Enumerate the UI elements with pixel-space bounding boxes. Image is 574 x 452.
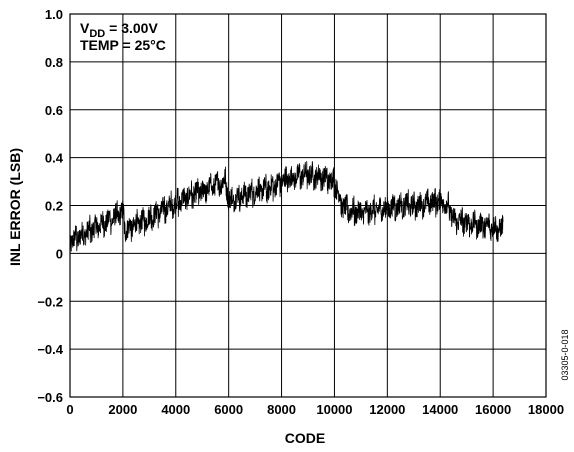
x-tick-label: 18000: [528, 402, 564, 417]
figure-id: 03305-0-018: [560, 329, 570, 380]
y-tick-label: 0.2: [45, 199, 63, 214]
x-tick-label: 0: [66, 402, 73, 417]
vdd-subscript: DD: [89, 28, 105, 40]
y-tick-label: −0.2: [37, 294, 63, 309]
y-tick-label: 0: [56, 246, 63, 261]
y-tick-labels: −0.6 −0.4 −0.2 0 0.2 0.4 0.6 0.8 1.0: [37, 7, 63, 405]
x-tick-labels: 0 2000 4000 6000 8000 10000 12000 14000 16000 180…: [66, 402, 564, 417]
y-tick-label: −0.4: [37, 342, 63, 357]
x-tick-label: 6000: [214, 402, 243, 417]
vdd-prefix: V: [80, 20, 90, 36]
x-tick-label: 8000: [267, 402, 296, 417]
plot-frame: [69, 13, 547, 398]
vdd-annotation: VDD = 3.00V: [80, 20, 158, 40]
y-tick-label: 0.6: [45, 103, 63, 118]
y-tick-label: 0.4: [45, 151, 64, 166]
x-tick-label: 12000: [369, 402, 405, 417]
x-tick-label: 2000: [108, 402, 137, 417]
x-axis-label: CODE: [285, 430, 325, 446]
y-axis-label: INL ERROR (LSB): [7, 148, 23, 266]
y-tick-label: −0.6: [37, 390, 63, 405]
y-tick-label: 1.0: [45, 7, 63, 22]
inl-series-line: [69, 161, 504, 252]
x-tick-label: 14000: [422, 402, 458, 417]
x-tick-label: 16000: [475, 402, 511, 417]
x-tick-label: 4000: [161, 402, 190, 417]
grid-lines: [69, 13, 547, 398]
temp-annotation: TEMP = 25°C: [80, 37, 166, 53]
x-tick-label: 10000: [316, 402, 352, 417]
inl-series: [69, 161, 504, 252]
y-tick-label: 0.8: [45, 55, 63, 70]
vdd-value: = 3.00V: [105, 20, 158, 36]
